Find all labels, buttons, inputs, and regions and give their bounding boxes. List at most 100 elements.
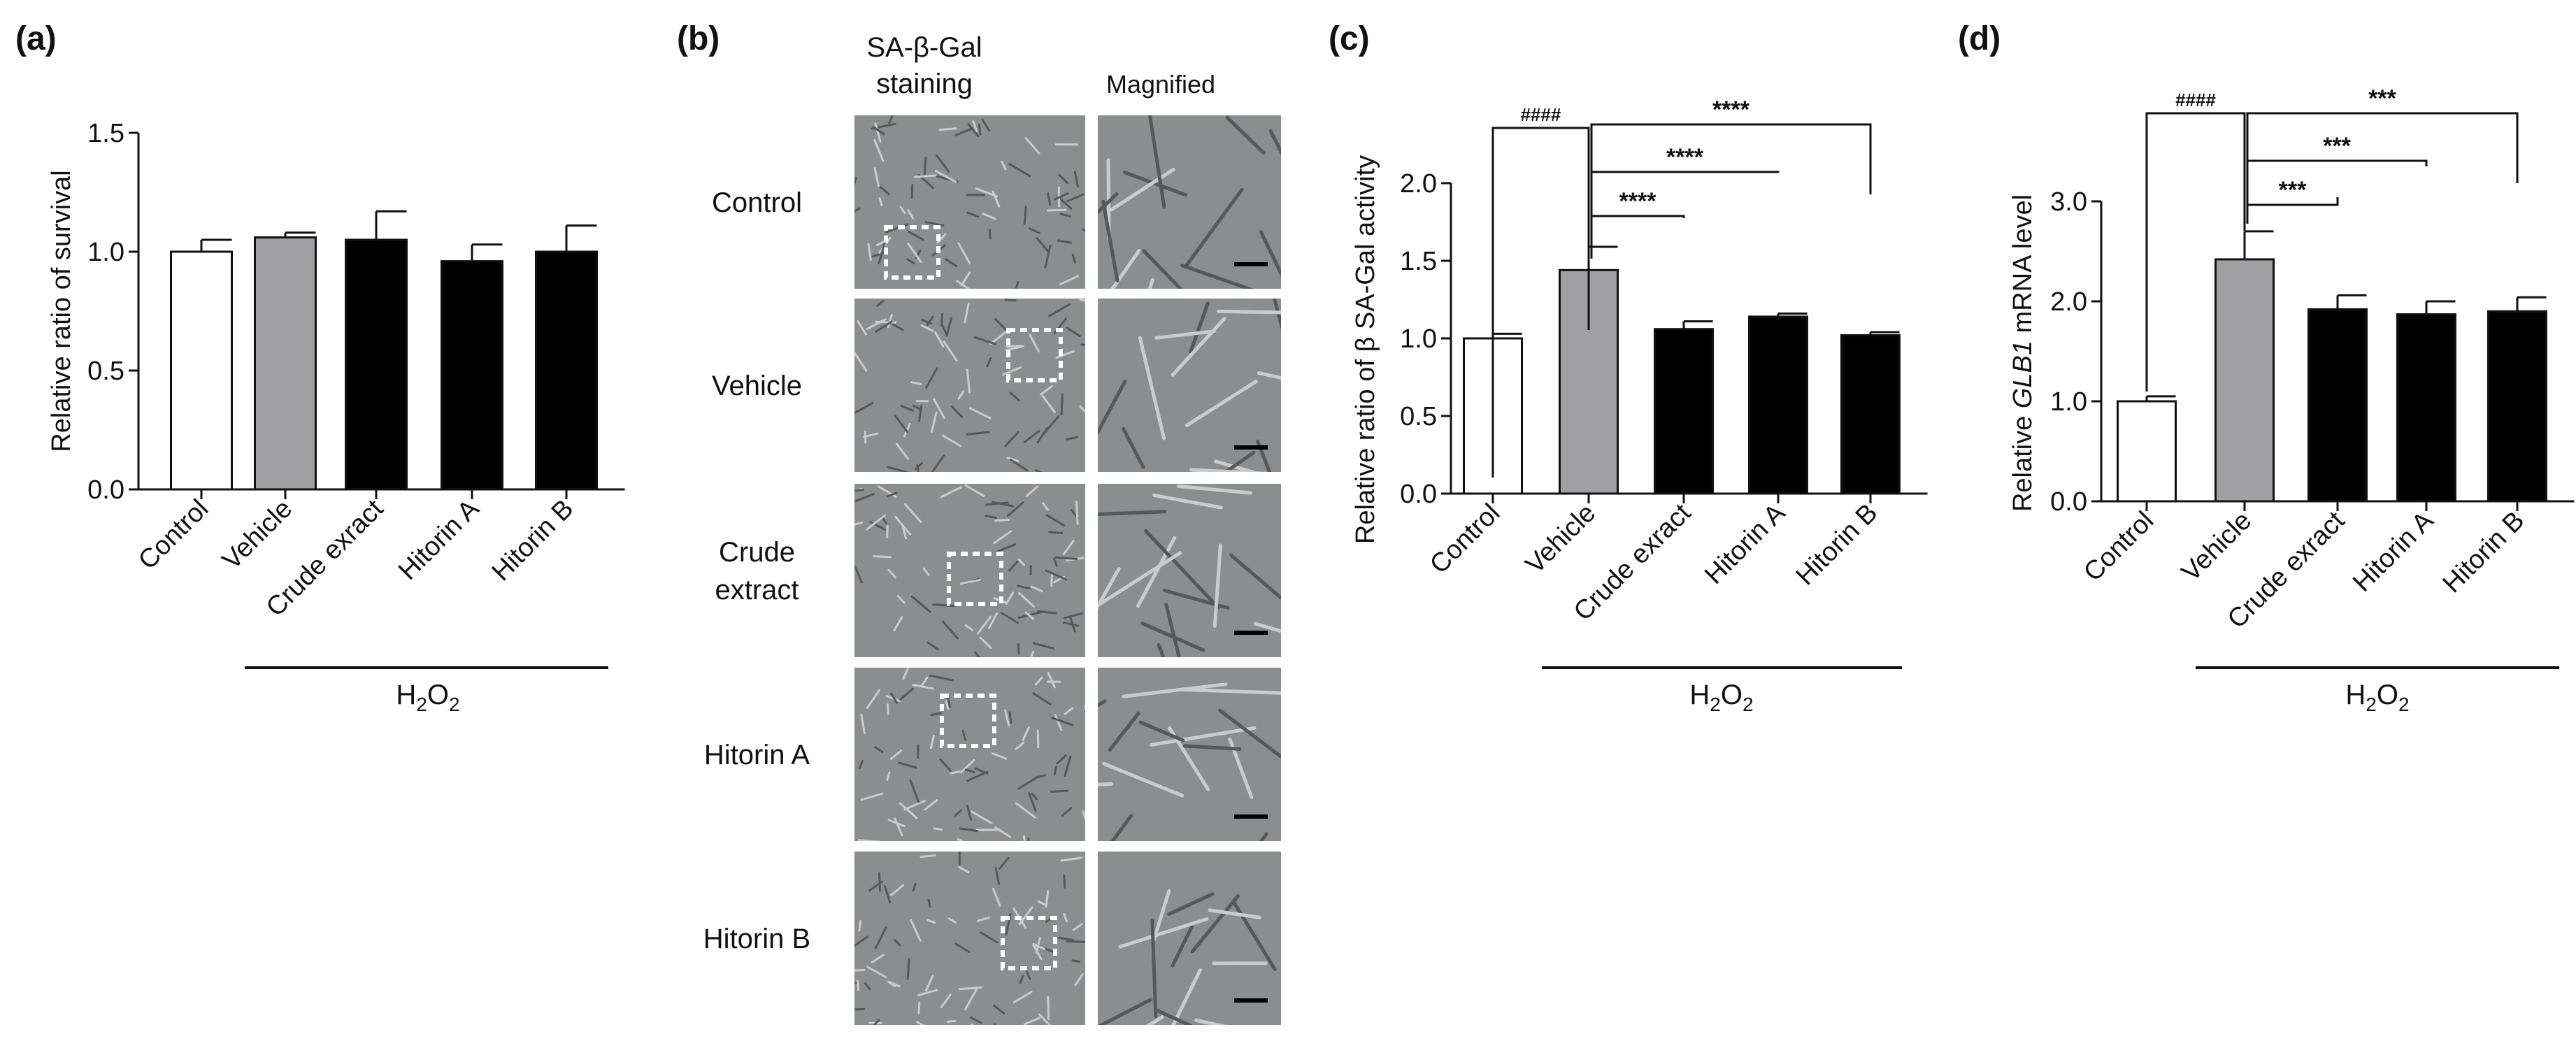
x-tick-label: Hitorin B	[487, 494, 580, 587]
x-tick-label: Hitorin B	[2438, 506, 2531, 599]
h2o2-h: H	[1689, 680, 1710, 710]
x-tick-label: Vehicle	[2176, 506, 2257, 587]
micrograph-magnified	[1098, 668, 1281, 841]
x-tick-label: Hitorin A	[393, 494, 485, 586]
bar-1	[2214, 258, 2275, 503]
row-label-line: Vehicle	[712, 371, 802, 401]
row-label-line: extract	[715, 575, 799, 605]
col-header-staining-line1: SA-β-Gal	[866, 32, 982, 63]
x-tick-label: Control	[2078, 506, 2159, 587]
x-tick-label: Control	[1424, 498, 1505, 580]
micrograph-staining	[854, 852, 1085, 1025]
h2o2-o: O	[427, 680, 449, 710]
x-tick-label: Hitorin B	[1791, 498, 1884, 591]
micrograph-staining	[854, 484, 1085, 657]
y-tick-label: 1.0	[1400, 324, 1437, 354]
group-label-h2o2: H2O2	[2345, 680, 2409, 715]
row-label-line: Hitorin A	[703, 740, 810, 770]
h2o2-o: O	[1721, 680, 1743, 710]
panel-label-a: (a)	[15, 20, 57, 57]
bar-2	[1654, 328, 1714, 495]
bar-4	[535, 250, 598, 491]
bar-0	[170, 250, 233, 491]
y-label-part: GLB1	[2008, 340, 2038, 408]
h2o2-o: O	[2377, 680, 2398, 710]
x-tick-label: Hitorin A	[1699, 498, 1791, 590]
h2o2-sub1: 2	[1710, 694, 1721, 715]
bar-2	[2307, 308, 2368, 503]
significance-bracket	[1491, 127, 1590, 478]
x-tick-label: Vehicle	[1520, 498, 1601, 580]
group-label-h2o2: H2O2	[396, 680, 459, 715]
h2o2-sub2: 2	[1743, 694, 1754, 715]
row-label: Hitorin B	[671, 920, 843, 958]
significance-bracket	[1590, 123, 1872, 224]
row-label-line: Control	[712, 187, 802, 218]
bar-3	[1748, 315, 1808, 495]
panel-label-b: (b)	[677, 20, 720, 57]
micrograph-staining	[854, 668, 1085, 841]
group-label-h2o2: H2O2	[1689, 680, 1753, 715]
micrograph-magnified	[1098, 484, 1281, 657]
significance-mark: ***	[2368, 85, 2396, 112]
col-header-staining: SA-β-Gal staining	[854, 29, 994, 102]
significance-bracket	[2246, 197, 2339, 224]
panel-b-images: SA-β-Gal staining Magnified Control Vehic…	[671, 0, 1329, 1048]
y-tick-label: 2.0	[2050, 287, 2087, 317]
h2o2-sub2: 2	[449, 694, 460, 715]
h2o2-sub1: 2	[416, 694, 427, 715]
significance-mark: ****	[1619, 188, 1657, 215]
y-tick-label: 3.0	[2050, 187, 2087, 217]
bar-4	[2487, 310, 2547, 503]
micrograph-staining	[854, 115, 1085, 289]
bar-2	[345, 238, 408, 491]
micrograph-magnified	[1098, 299, 1281, 472]
micrograph-staining	[854, 299, 1085, 472]
chart-c: 0.0 0.5 1.0 1.5 2.0 Relative ratio of β SA-Ga…	[1351, 96, 1928, 715]
x-tick-label: Hitorin A	[2347, 505, 2440, 598]
significance-mark: ****	[1666, 144, 1704, 171]
bar-4	[1840, 334, 1901, 495]
row-label: Crude extract	[671, 533, 843, 609]
y-label-part: mRNA level	[2008, 194, 2038, 340]
col-header-magnified: Magnified	[1105, 70, 1216, 99]
row-label: Vehicle	[671, 367, 843, 405]
significance-mark: ***	[2279, 177, 2307, 203]
panel-label-c: (c)	[1329, 20, 1370, 57]
row-label: Hitorin A	[671, 736, 843, 774]
y-tick-label: 1.0	[2050, 387, 2087, 417]
y-axis-label: Relative ratio of survival	[47, 170, 76, 452]
y-tick-label: 0.0	[2050, 487, 2087, 517]
micrograph-magnified	[1098, 852, 1281, 1025]
x-tick-label: Control	[133, 494, 214, 575]
y-tick-label: 0.0	[1400, 480, 1437, 509]
h2o2-h: H	[2345, 680, 2366, 710]
y-axis-label: Relative ratio of β SA-Gal activity	[1351, 155, 1380, 544]
y-label-part: Relative	[2008, 408, 2038, 512]
h2o2-sub1: 2	[2366, 694, 2377, 715]
y-tick-label: 1.5	[1400, 247, 1437, 276]
significance-mark: ####	[2175, 89, 2216, 110]
h2o2-h: H	[396, 680, 416, 710]
h2o2-sub2: 2	[2398, 694, 2410, 715]
bar-3	[441, 260, 503, 491]
y-tick-label: 1.0	[87, 238, 124, 267]
bar-0	[2117, 400, 2177, 503]
chart-d: 0.0 1.0 2.0 3.0 Relative GLB1 mRNA level Cont…	[2008, 85, 2575, 715]
significance-bracket	[2246, 112, 2519, 196]
bar-1	[254, 236, 317, 491]
chart-a: 0.0 0.5 1.0 1.5 Relative ratio of survival Co…	[47, 119, 625, 715]
col-header-staining-line2: staining	[876, 69, 973, 99]
row-label: Control	[671, 184, 843, 222]
y-tick-label: 1.5	[87, 119, 124, 148]
y-axis-label: Relative GLB1 mRNA level	[2008, 194, 2038, 512]
micrograph-magnified	[1098, 115, 1281, 289]
bar-3	[2396, 313, 2456, 503]
row-label-line: Crude	[719, 537, 795, 568]
y-tick-label: 2.0	[1400, 169, 1437, 199]
significance-bracket	[2145, 112, 2246, 392]
y-tick-label: 0.0	[87, 475, 124, 505]
significance-mark: ####	[1521, 104, 1561, 125]
row-label-line: Hitorin B	[703, 924, 811, 954]
